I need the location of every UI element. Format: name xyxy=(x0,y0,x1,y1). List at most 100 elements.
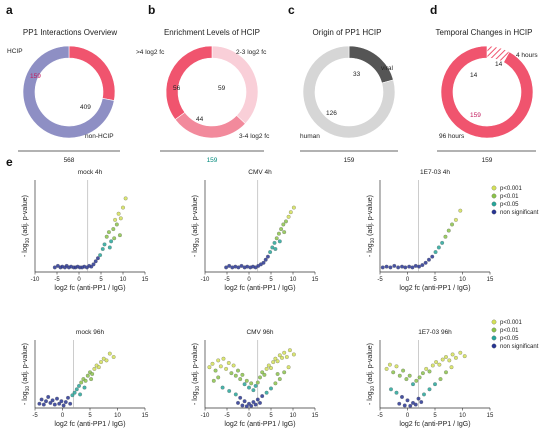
data-point xyxy=(240,403,245,408)
data-point xyxy=(402,403,407,408)
data-point xyxy=(291,205,296,210)
donut-d-label-4h: 4 hours xyxy=(516,52,538,59)
panel-letter-d: d xyxy=(430,3,437,17)
data-point xyxy=(39,397,44,402)
legend-label: p<0.05 xyxy=(500,336,519,342)
volcano-plot-1: CMV 4h -10 -5 0 5 10 15 log2 fc (anti-PP1 / IgG… xyxy=(192,169,319,292)
data-point xyxy=(423,260,428,265)
data-point xyxy=(411,382,415,387)
data-point xyxy=(59,399,64,404)
donut-c-total: 159 xyxy=(344,157,355,164)
data-point xyxy=(273,247,278,251)
data-point xyxy=(433,250,438,255)
donut-d-total: 159 xyxy=(482,157,493,164)
data-point xyxy=(262,372,267,377)
data-point xyxy=(430,363,435,368)
volcano-plot-5: 1E7-03 96h -5 0 5 10 15 log2 fc (anti-PP1 / Ig… xyxy=(367,329,494,428)
donut-c-slice-1 xyxy=(302,45,396,139)
donut-a-slice-1 xyxy=(22,45,115,139)
y-axis-label: - log10 (adj. p-value) xyxy=(367,195,376,257)
legend-label: p<0.001 xyxy=(500,320,523,326)
donut-b-slice-1 xyxy=(174,111,246,139)
data-point xyxy=(61,403,66,408)
panel-d-title: Temporal Changes in HCIP xyxy=(436,28,533,37)
data-point xyxy=(413,263,418,268)
data-point xyxy=(68,401,73,406)
data-point xyxy=(450,352,455,357)
legend-top: p<0.001 p<0.01 p<0.05 non significant xyxy=(491,185,539,216)
legend-marker xyxy=(491,193,497,199)
data-point xyxy=(52,265,57,270)
data-point xyxy=(111,355,116,359)
data-point xyxy=(427,257,431,262)
data-point xyxy=(210,361,215,366)
data-point xyxy=(270,245,275,250)
data-point xyxy=(74,387,79,392)
data-point xyxy=(389,387,393,392)
x-tick-label: -5 xyxy=(377,413,383,419)
donut-c-label-human: human xyxy=(300,133,320,140)
data-point xyxy=(258,375,262,380)
x-tick-label: 0 xyxy=(61,413,65,419)
data-point xyxy=(266,363,271,368)
x-tick-label: -5 xyxy=(224,413,230,419)
data-point xyxy=(221,356,226,361)
donut-a-total: 568 xyxy=(64,157,75,164)
data-point xyxy=(420,263,425,268)
data-point xyxy=(388,265,393,270)
x-tick-label: 5 xyxy=(433,413,437,419)
legend-marker xyxy=(491,343,497,349)
legend-bottom: p<0.001 p<0.01 p<0.05 non significant xyxy=(491,319,539,350)
volcano-plot-2: 1E7-03 4h -5 0 5 10 15 log2 fc (anti-PP1 / IgG… xyxy=(367,169,494,292)
panel-letter-c: c xyxy=(288,3,295,17)
data-point xyxy=(404,377,409,382)
data-point xyxy=(405,398,410,403)
data-point xyxy=(98,253,103,258)
data-point xyxy=(258,400,262,405)
data-point xyxy=(238,395,243,400)
x-tick-label: -5 xyxy=(224,277,230,283)
data-point xyxy=(224,265,229,270)
data-point xyxy=(434,360,439,365)
data-point xyxy=(413,402,418,407)
x-axis-label: log2 fc (anti-PP1 / IgG) xyxy=(224,421,295,428)
x-tick-label: 0 xyxy=(406,413,410,419)
legend-marker xyxy=(491,327,497,333)
data-point xyxy=(396,265,401,270)
data-point xyxy=(240,372,245,377)
data-point xyxy=(121,205,125,210)
panel-b-title: Enrichment Levels of HCIP xyxy=(164,28,260,37)
data-point xyxy=(277,353,282,358)
donut-d-value-14: 14 xyxy=(470,72,478,79)
x-tick-label: 10 xyxy=(120,277,127,283)
data-point xyxy=(82,385,87,390)
x-tick-label: -5 xyxy=(32,413,38,419)
data-point xyxy=(91,262,96,267)
x-tick-label: -10 xyxy=(201,277,210,283)
donut-b-label-23: 2-3 log2 fc xyxy=(236,49,267,56)
data-point xyxy=(211,378,216,383)
x-axis-label: log2 fc (anti-PP1 / IgG) xyxy=(54,421,125,428)
data-point xyxy=(112,236,117,241)
data-point xyxy=(109,239,114,244)
x-tick-label: -5 xyxy=(377,277,383,283)
data-point xyxy=(392,263,397,268)
data-point xyxy=(104,358,109,363)
donut-c-label-viral: viral xyxy=(381,65,393,72)
data-point xyxy=(264,390,269,395)
data-point xyxy=(458,350,463,355)
legend-marker xyxy=(491,201,497,207)
x-tick-label: 10 xyxy=(459,413,466,419)
data-point xyxy=(102,242,107,247)
data-point xyxy=(226,361,231,365)
legend-label: non significant xyxy=(500,210,539,216)
data-point xyxy=(249,381,254,386)
panel-a-title: PP1 Interactions Overview xyxy=(23,28,117,37)
volcano-title-3: mock 96h xyxy=(76,329,105,336)
data-point xyxy=(265,254,270,259)
x-tick-label: 15 xyxy=(312,277,319,283)
data-point xyxy=(233,392,238,397)
x-axis-label: log2 fc (anti-PP1 / IgG) xyxy=(399,285,470,292)
data-point xyxy=(264,366,269,371)
